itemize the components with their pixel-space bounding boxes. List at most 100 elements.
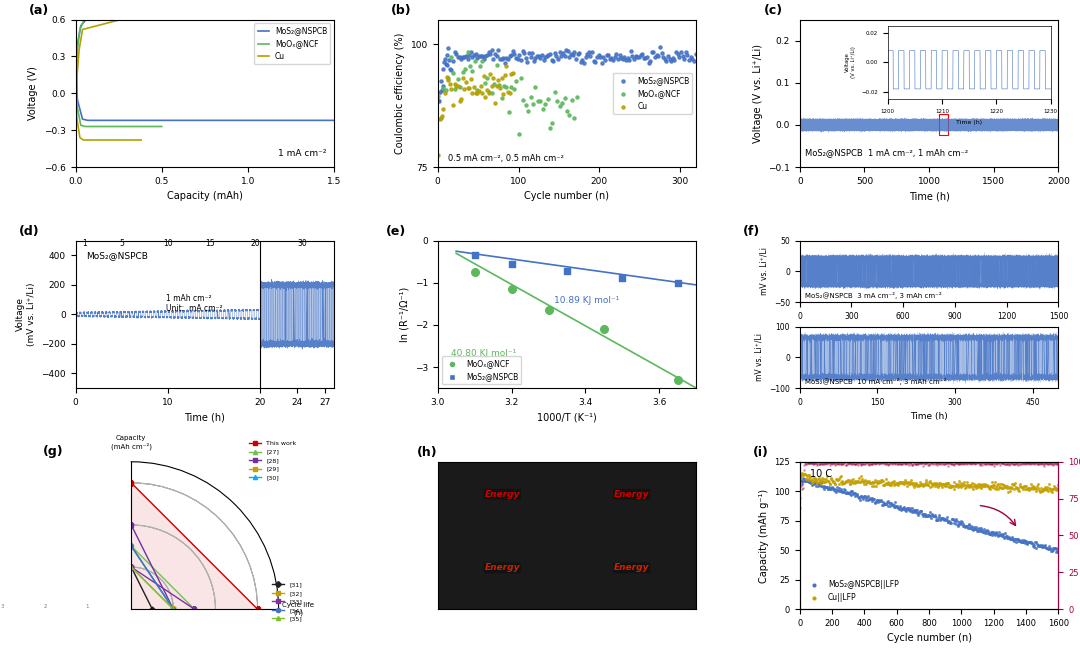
Point xyxy=(878,458,895,469)
MoS₂@NSPCB xyxy=(608,48,625,59)
MoS₂@NSPCB||LFP xyxy=(869,497,887,508)
X-axis label: 1000/T (K⁻¹): 1000/T (K⁻¹) xyxy=(537,413,597,422)
Cu xyxy=(436,88,454,98)
Cu||LFP xyxy=(1041,482,1058,493)
MoS₂@NSPCB||LFP xyxy=(928,515,945,525)
MoS₂@NSPCB||LFP xyxy=(874,496,891,507)
Point xyxy=(933,458,950,469)
Point xyxy=(970,458,987,468)
Point xyxy=(978,458,996,469)
Cu||LFP xyxy=(976,479,994,489)
MoOₓ@NCF xyxy=(539,94,556,104)
MoS₂@NSPCB||LFP xyxy=(849,492,866,502)
MoS₂@NSPCB||LFP xyxy=(933,513,950,523)
Cu||LFP xyxy=(972,483,989,494)
MoS₂@NSPCB||LFP xyxy=(826,484,843,495)
Point xyxy=(826,460,843,470)
Point xyxy=(870,458,888,469)
Cu||LFP xyxy=(988,483,1005,494)
Cu||LFP xyxy=(866,477,883,487)
MoS₂@NSPCB||LFP xyxy=(838,488,855,498)
MoS₂@NSPCB xyxy=(596,55,613,66)
MoS₂@NSPCB||LFP xyxy=(832,484,849,495)
Y-axis label: Voltage (V): Voltage (V) xyxy=(28,66,39,121)
MoS₂@NSPCB||LFP xyxy=(1030,540,1048,551)
Point xyxy=(891,458,908,468)
Point xyxy=(822,460,839,470)
Point xyxy=(867,458,885,468)
Point xyxy=(944,458,961,469)
MoOₓ@NCF xyxy=(79,122,92,130)
MoS₂@NSPCB xyxy=(605,54,622,65)
Point xyxy=(838,458,855,468)
MoS₂@NSPCB||LFP xyxy=(859,492,876,502)
Point xyxy=(1028,458,1045,469)
MoS₂@NSPCB||LFP xyxy=(876,498,893,509)
Cu||LFP xyxy=(905,477,922,488)
Point xyxy=(928,458,945,468)
Point xyxy=(1023,458,1040,468)
Point xyxy=(794,477,811,487)
MoS₂@NSPCB||LFP xyxy=(967,522,984,533)
Point xyxy=(1045,458,1063,469)
Point xyxy=(813,458,831,468)
Point xyxy=(1022,457,1039,468)
Point xyxy=(985,457,1002,468)
Cu xyxy=(430,149,447,160)
Cu||LFP xyxy=(874,479,891,490)
Point xyxy=(869,457,887,467)
MoS₂@NSPCB xyxy=(567,54,584,65)
MoS₂@NSPCB||LFP xyxy=(896,504,914,515)
MoS₂@NSPCB||LFP xyxy=(1003,532,1021,542)
MoS₂@NSPCB||LFP xyxy=(947,514,964,524)
Cu||LFP xyxy=(918,477,935,487)
Point xyxy=(864,459,881,470)
MoS₂@NSPCB xyxy=(465,50,483,60)
Point xyxy=(854,459,872,470)
MoS₂@NSPCB||LFP xyxy=(806,478,823,489)
Cu||LFP xyxy=(886,479,903,490)
Cu||LFP xyxy=(795,469,812,479)
Point xyxy=(798,458,815,469)
MoS₂@NSPCB||LFP xyxy=(812,478,829,489)
Cu||LFP xyxy=(867,480,885,491)
Cu||LFP xyxy=(956,477,973,487)
MoS₂@NSPCB xyxy=(488,50,505,61)
Point xyxy=(927,458,944,468)
MoOₓ@NCF xyxy=(156,122,168,130)
Cu xyxy=(73,134,86,141)
Legend: [31], [32], [33], [34], [35]: [31], [32], [33], [34], [35] xyxy=(269,580,305,624)
Point xyxy=(793,484,810,495)
MoS₂@NSPCB||LFP xyxy=(1029,540,1047,550)
Cu||LFP xyxy=(929,481,946,491)
Point xyxy=(801,458,819,468)
Text: MoS₂@NSPCB  10 mA cm⁻², 3 mAh cm⁻²: MoS₂@NSPCB 10 mA cm⁻², 3 mAh cm⁻² xyxy=(805,378,946,384)
MoS₂@NSPCB||LFP xyxy=(804,479,821,490)
MoS₂@NSPCB||LFP xyxy=(885,499,902,510)
MoS₂@NSPCB||LFP xyxy=(1021,536,1038,547)
Cu||LFP xyxy=(961,481,978,492)
Bar xyxy=(940,115,948,136)
MoS₂@NSPCB||LFP xyxy=(880,498,897,508)
MoS₂@NSPCB xyxy=(673,47,690,58)
Point xyxy=(810,458,827,469)
Cu||LFP xyxy=(912,477,929,488)
Text: (d): (d) xyxy=(18,225,39,238)
MoS₂@NSPCB||LFP xyxy=(995,531,1012,541)
MoS₂@NSPCB||LFP xyxy=(1020,537,1037,548)
MoS₂@NSPCB||LFP xyxy=(975,524,993,534)
MoS₂@NSPCB||LFP xyxy=(1049,543,1066,553)
Cu xyxy=(480,88,497,98)
MoS₂@NSPCB||LFP xyxy=(1016,538,1034,549)
Cu||LFP xyxy=(907,479,924,489)
MoS₂@NSPCB||LFP xyxy=(847,491,864,501)
Point xyxy=(899,458,916,469)
Point xyxy=(963,458,981,468)
Cu xyxy=(435,103,453,114)
Point xyxy=(859,457,876,468)
MoS₂@NSPCB||LFP xyxy=(1002,534,1020,544)
Point xyxy=(888,457,905,468)
Point xyxy=(798,457,815,467)
MoS₂@NSPCB xyxy=(616,52,633,62)
MoS₂@NSPCB xyxy=(531,52,549,63)
